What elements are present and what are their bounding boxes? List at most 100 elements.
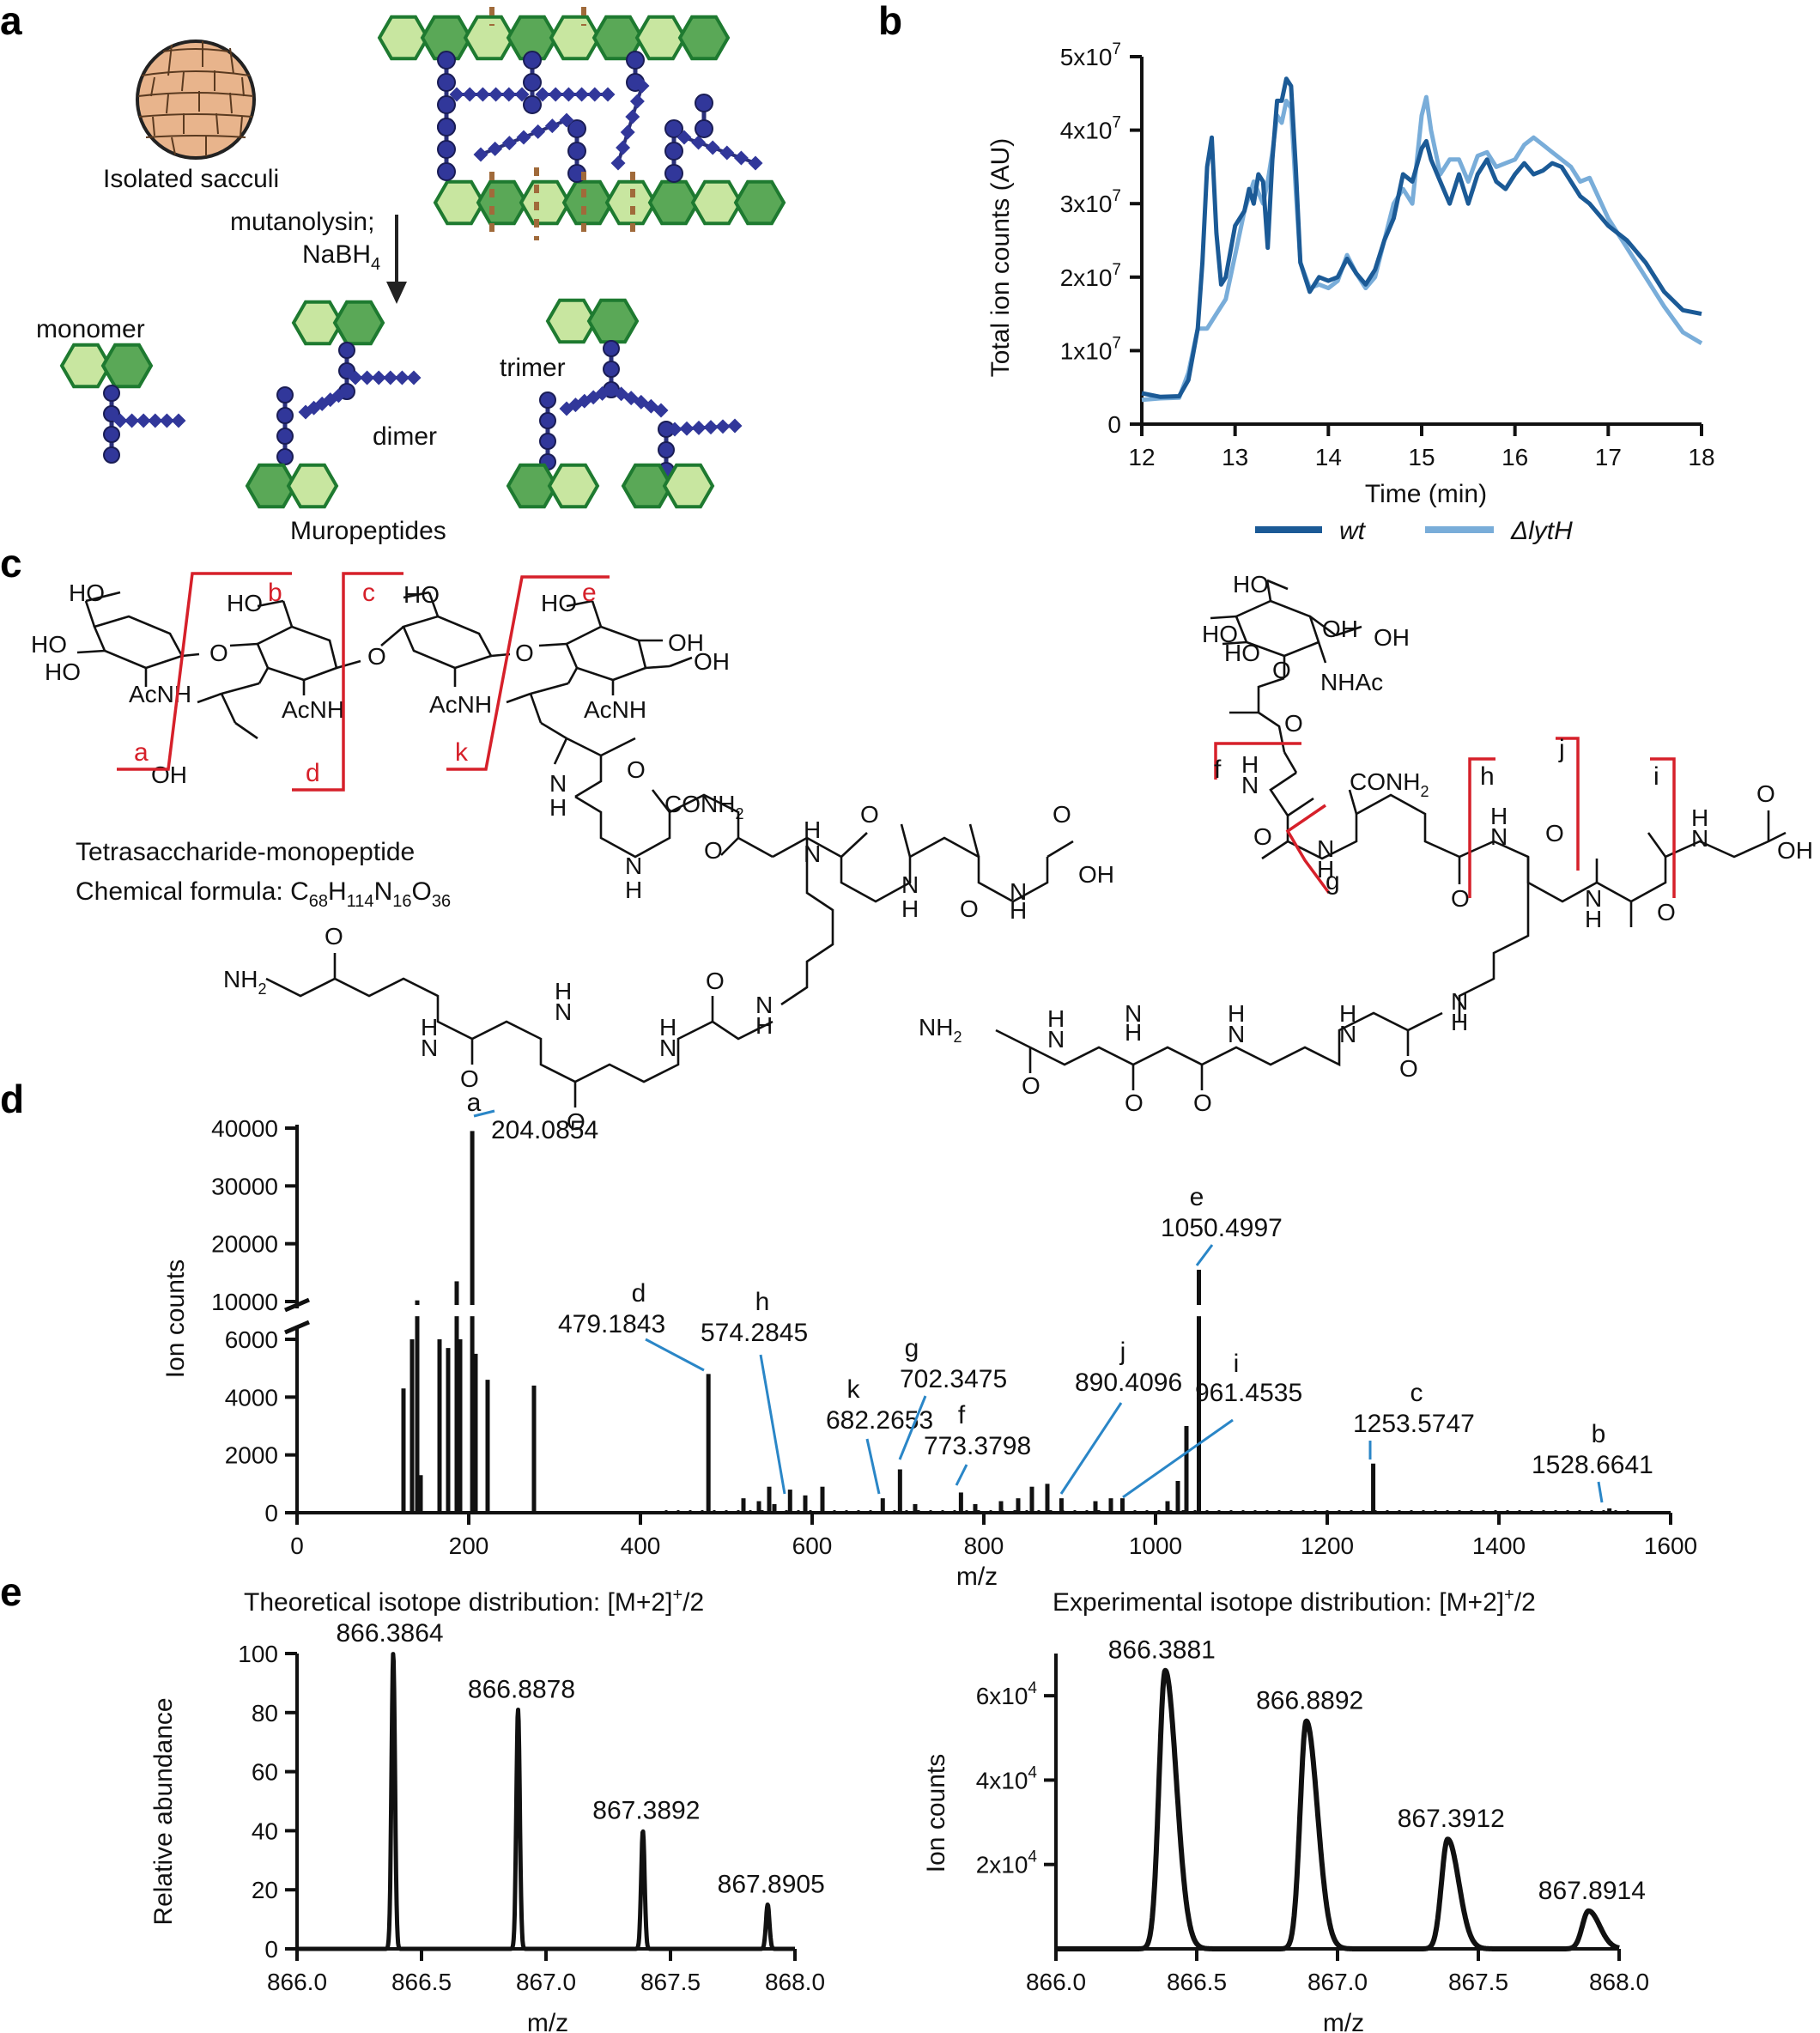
sacculus-sphere-icon <box>136 39 256 160</box>
atom-h: H <box>1047 1005 1065 1032</box>
fragment-leader-line <box>645 1338 705 1372</box>
panel-b-y-axis-label: Total ion counts (AU) <box>986 138 1015 377</box>
x-tick-label: 13 <box>1222 444 1248 470</box>
sugar-hexagon <box>506 15 559 61</box>
amino-acid-bead <box>523 95 542 114</box>
atom-ho: HO <box>1224 640 1260 666</box>
isotope-profile <box>295 1652 797 1951</box>
cleavage-i: i <box>1653 762 1659 791</box>
atom-h: H <box>1317 856 1334 883</box>
atom-o: O <box>1253 823 1272 850</box>
atom-h: H <box>1451 1009 1468 1035</box>
amino-acid-bead <box>276 407 294 424</box>
panel-b-series <box>1141 76 1703 403</box>
formula: Chemical formula: C68H114N16O36 <box>76 877 451 911</box>
amino-acid-bead <box>437 118 456 137</box>
atom-n: N <box>1125 1000 1142 1027</box>
fragment-leader-line <box>473 1109 495 1118</box>
glycine-diamond <box>715 419 731 434</box>
glycine-diamond <box>159 413 174 428</box>
atom-o: O <box>1756 780 1775 807</box>
atom-n: N <box>1490 823 1508 850</box>
peptidoglycan-network <box>377 7 786 240</box>
sugar-hexagon <box>519 179 572 226</box>
glycine-diamond <box>371 370 386 385</box>
atom-ho: HO <box>69 580 105 606</box>
sugar-hexagon <box>545 298 598 344</box>
atom-n: N <box>659 1035 676 1061</box>
sugar-hexagon <box>463 15 516 61</box>
atom-h: H <box>1339 1000 1356 1027</box>
x-tick-label: 866.0 <box>1026 1969 1086 1995</box>
amino-acid-bead <box>695 94 713 112</box>
x-tick-label: 16 <box>1502 444 1528 470</box>
panel-label-e: e <box>0 1569 22 1614</box>
amino-acid-bead <box>103 385 120 402</box>
cleavage-j: j <box>1558 735 1565 763</box>
atom-n: N <box>1339 1021 1356 1047</box>
atom-n: N <box>1691 825 1708 852</box>
panel-d-chart: 0 200 400 600 800 1000 1200 1400 1600 0 2000 4000 60… <box>161 1089 1697 1591</box>
fragment-mz-k: 682.2653 <box>826 1406 933 1435</box>
amino-acid-bead <box>664 142 683 161</box>
fragment-letter-k: k <box>847 1375 861 1404</box>
sugar-hexagon <box>332 300 385 346</box>
x-tick-label: 800 <box>964 1532 1004 1559</box>
muropeptides-label: Muropeptides <box>290 517 446 545</box>
glycine-diamond <box>600 87 616 102</box>
fragment-mz-h: 574.2845 <box>701 1319 808 1347</box>
sugar-hexagon <box>476 179 529 226</box>
atom-n: N <box>755 992 773 1018</box>
panel-d-y-axis-label: Ion counts <box>161 1259 190 1378</box>
panel-b-x-axis-label: Time (min) <box>1365 480 1487 508</box>
x-tick-label: 200 <box>449 1532 489 1559</box>
cleavage-a: a <box>134 738 149 767</box>
sugar-hexagon <box>561 179 615 226</box>
x-tick-label: 1200 <box>1301 1532 1354 1559</box>
atom-n: N <box>1451 988 1468 1015</box>
atom-h: H <box>901 895 919 922</box>
atom-o: O <box>1657 899 1676 925</box>
atom-o: O <box>1451 885 1470 912</box>
fragment-leader-line <box>759 1354 786 1495</box>
panel-label-b: b <box>878 0 902 43</box>
x-tick-label: 868.0 <box>1589 1969 1649 1995</box>
sugar-hexagon <box>677 15 731 61</box>
panel-a-schematic: Isolated sacculi mutanolysin; NaBH4 mono… <box>36 7 786 545</box>
atom-o: O <box>325 923 343 950</box>
panel-e-theoretical-plot: 866.0 866.5 867.0 867.5 868.0 0 20 40 60 80 100 866… <box>238 1619 825 1995</box>
atom-ho: HO <box>45 658 81 685</box>
glycine-diamond <box>703 420 719 435</box>
atom-ho: HO <box>31 631 67 658</box>
panel-e-left-title: Theoretical isotope distribution: [M+2]+… <box>244 1586 704 1617</box>
x-tick-label: 17 <box>1595 444 1622 470</box>
amino-acid-bead <box>437 140 456 159</box>
atom-acnh: AcNH <box>584 696 646 723</box>
y-tick-label: 60 <box>252 1759 278 1786</box>
amino-acid-bead <box>539 433 556 450</box>
glycine-diamond <box>719 145 735 161</box>
cleavage-d: d <box>306 759 320 787</box>
sacculi-label: Isolated sacculi <box>103 165 279 193</box>
reaction-label-2: NaBH4 <box>302 240 380 274</box>
axis-break-mark <box>284 1320 310 1335</box>
x-tick-label: 18 <box>1688 444 1714 470</box>
x-tick-label: 867.0 <box>1307 1969 1368 1995</box>
y-tick-label: 40 <box>252 1818 278 1844</box>
fragment-letter-a: a <box>467 1089 482 1117</box>
cleavage-c: c <box>362 579 375 607</box>
amino-acid-bead <box>539 391 556 409</box>
panel-d-x-axis-label: m/z <box>956 1563 998 1591</box>
sugar-hexagon <box>291 300 344 346</box>
glycine-diamond <box>625 109 640 124</box>
glycine-diamond <box>616 140 631 155</box>
fragment-letter-c: c <box>1410 1379 1423 1407</box>
atom-h: H <box>1228 1000 1245 1027</box>
x-tick-label: 866.0 <box>267 1969 327 1995</box>
glycine-diamond <box>620 124 635 140</box>
glycine-diamond <box>629 94 645 109</box>
atom-ho: HO <box>541 590 577 616</box>
series-line-lyth <box>1141 94 1703 403</box>
fragment-mz-i: 961.4535 <box>1195 1379 1302 1407</box>
